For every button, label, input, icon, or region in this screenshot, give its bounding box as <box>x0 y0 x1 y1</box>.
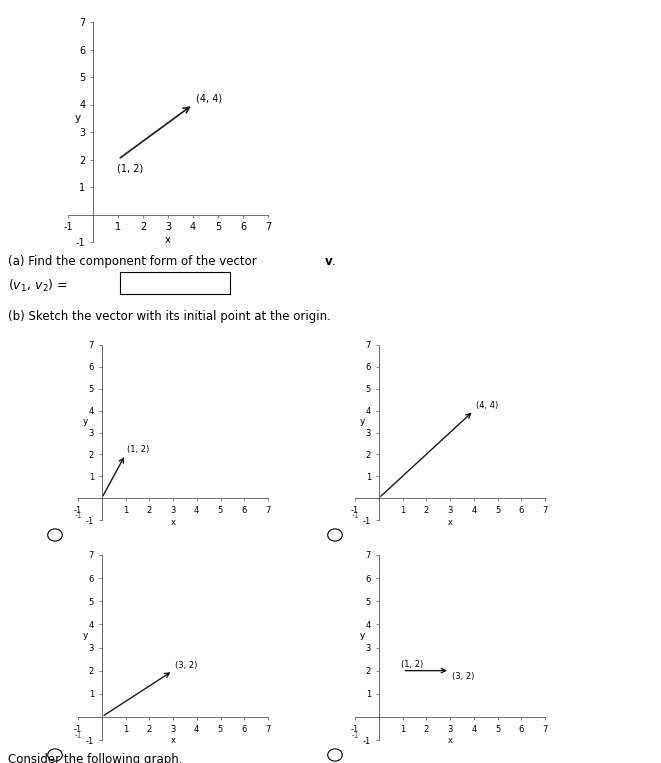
Text: y: y <box>360 632 365 640</box>
Text: v: v <box>325 255 332 268</box>
Text: .: . <box>332 255 336 268</box>
Text: (1, 2): (1, 2) <box>128 445 149 454</box>
X-axis label: x: x <box>165 235 171 245</box>
Text: y: y <box>75 113 81 124</box>
Text: -1: -1 <box>74 730 82 739</box>
Text: (3, 2): (3, 2) <box>175 662 198 671</box>
Text: -1: -1 <box>74 510 82 520</box>
Text: (a) Find the component form of the vector: (a) Find the component form of the vecto… <box>8 255 260 268</box>
Text: (4, 4): (4, 4) <box>476 401 498 410</box>
X-axis label: x: x <box>447 736 453 745</box>
Text: -1: -1 <box>351 510 359 520</box>
Text: y: y <box>83 417 88 426</box>
Text: (b) Sketch the vector with its initial point at the origin.: (b) Sketch the vector with its initial p… <box>8 310 331 323</box>
Text: (1, 2): (1, 2) <box>117 164 143 174</box>
Text: -1: -1 <box>351 730 359 739</box>
Text: Consider the following graph.: Consider the following graph. <box>8 753 182 763</box>
X-axis label: x: x <box>171 517 176 526</box>
Text: y: y <box>360 417 365 426</box>
Text: y: y <box>83 632 88 640</box>
Text: (1, 2): (1, 2) <box>401 660 424 669</box>
Text: (3, 2): (3, 2) <box>452 671 475 681</box>
X-axis label: x: x <box>171 736 176 745</box>
Text: $(v_1,\, v_2)$ =: $(v_1,\, v_2)$ = <box>8 278 69 294</box>
Text: (4, 4): (4, 4) <box>196 94 221 104</box>
X-axis label: x: x <box>447 517 453 526</box>
